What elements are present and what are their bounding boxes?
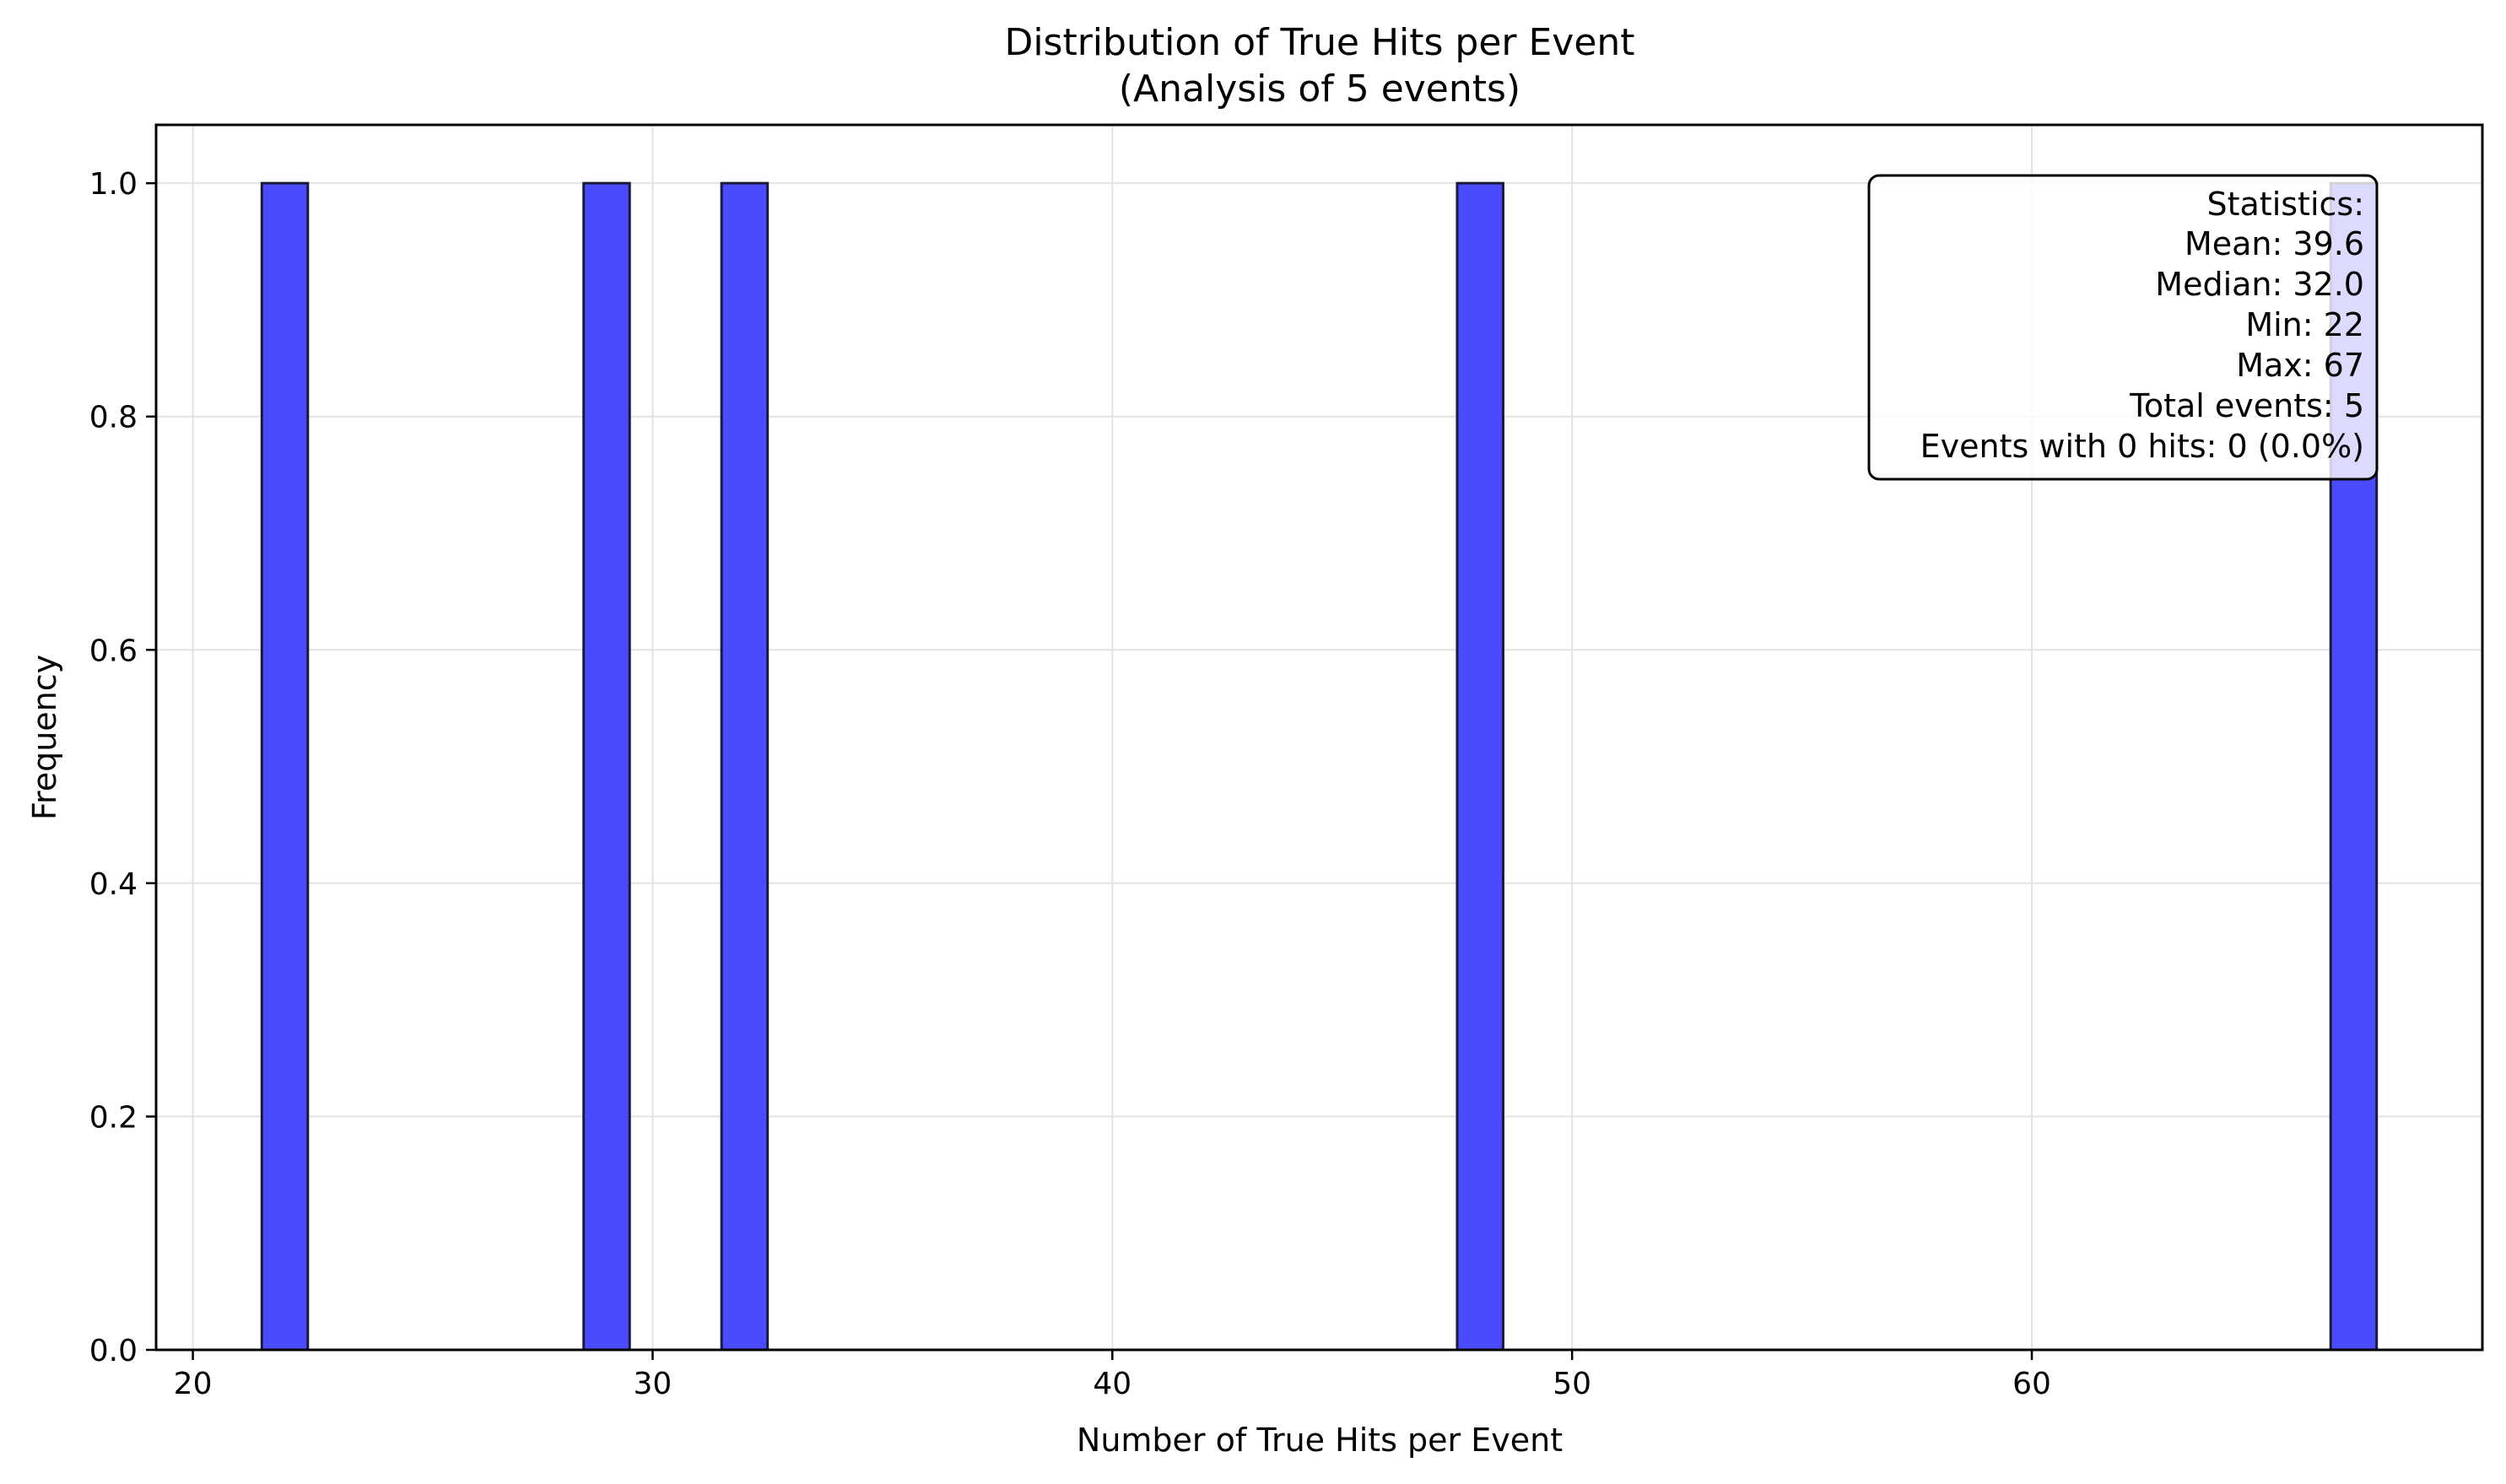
histogram-bar — [260, 181, 310, 1352]
y-axis-label: Frequency — [26, 655, 63, 820]
x-axis-label: Number of True Hits per Event — [1077, 1422, 1563, 1459]
y-axis-ticks: 0.0 0.2 0.4 0.6 0.8 1.0 — [89, 167, 156, 1368]
chart-title: Distribution of True Hits per Event — [1004, 21, 1634, 64]
y-tick-label: 0.8 — [89, 401, 138, 435]
stats-box-frame — [1867, 174, 2379, 481]
y-tick-label: 1.0 — [89, 167, 138, 202]
y-tick-label: 0.6 — [89, 634, 138, 668]
histogram-bar — [582, 181, 631, 1352]
x-tick-label: 30 — [634, 1367, 672, 1401]
stats-line: Statistics: — [2206, 186, 2364, 223]
stats-line: Median: 32.0 — [2155, 266, 2364, 303]
y-tick-label: 0.4 — [89, 867, 138, 902]
stats-line: Min: 22 — [2245, 306, 2364, 343]
chart-subtitle: (Analysis of 5 events) — [1119, 67, 1520, 111]
stats-box: Statistics: Mean: 39.6 Median: 32.0 Min:… — [1867, 174, 2379, 481]
x-tick-label: 60 — [2012, 1367, 2051, 1401]
stats-line: Mean: 39.6 — [2185, 225, 2364, 262]
stats-line: Events with 0 hits: 0 (0.0%) — [1920, 428, 2364, 465]
x-axis-ticks: 20 30 40 50 60 — [174, 1350, 2051, 1401]
stats-line: Total events: 5 — [2129, 387, 2364, 424]
plot-frame — [154, 123, 2484, 1352]
histogram-bar — [720, 181, 770, 1352]
histogram-bar — [1456, 181, 1504, 1352]
stats-line: Max: 67 — [2236, 347, 2364, 384]
x-tick-label: 50 — [1553, 1367, 1591, 1401]
x-tick-label: 20 — [174, 1367, 213, 1401]
y-tick-label: 0.2 — [89, 1100, 138, 1135]
y-tick-label: 0.0 — [89, 1334, 138, 1368]
x-tick-label: 40 — [1093, 1367, 1131, 1401]
